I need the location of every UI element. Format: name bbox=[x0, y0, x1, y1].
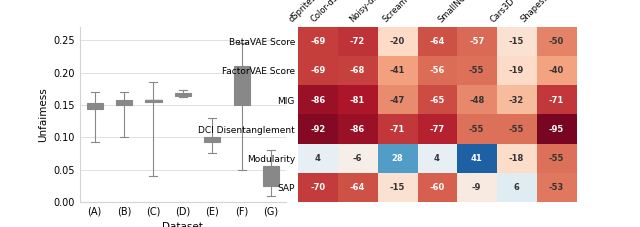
Text: -56: -56 bbox=[429, 67, 445, 75]
Text: 41: 41 bbox=[471, 154, 483, 163]
X-axis label: Dataset: Dataset bbox=[163, 222, 204, 227]
Text: -72: -72 bbox=[349, 37, 365, 46]
PathPatch shape bbox=[204, 137, 220, 142]
Text: -9: -9 bbox=[472, 183, 481, 192]
Text: -64: -64 bbox=[349, 183, 365, 192]
Text: -41: -41 bbox=[390, 67, 405, 75]
Text: -55: -55 bbox=[548, 154, 564, 163]
Text: -86: -86 bbox=[310, 96, 325, 105]
Text: -18: -18 bbox=[509, 154, 524, 163]
Text: -69: -69 bbox=[310, 67, 325, 75]
Text: 28: 28 bbox=[391, 154, 403, 163]
Text: -55: -55 bbox=[469, 125, 484, 134]
Text: -40: -40 bbox=[548, 67, 564, 75]
Text: -71: -71 bbox=[548, 96, 564, 105]
Text: -15: -15 bbox=[509, 37, 524, 46]
Text: 6: 6 bbox=[513, 183, 519, 192]
Text: -86: -86 bbox=[349, 125, 365, 134]
Text: -48: -48 bbox=[469, 96, 484, 105]
PathPatch shape bbox=[234, 66, 250, 105]
Text: -60: -60 bbox=[429, 183, 445, 192]
Text: -47: -47 bbox=[390, 96, 404, 105]
Text: -69: -69 bbox=[310, 37, 325, 46]
Text: -57: -57 bbox=[469, 37, 484, 46]
Text: -20: -20 bbox=[390, 37, 404, 46]
PathPatch shape bbox=[86, 103, 103, 109]
Text: -53: -53 bbox=[548, 183, 564, 192]
Text: -95: -95 bbox=[548, 125, 564, 134]
Text: -50: -50 bbox=[548, 37, 564, 46]
Text: -55: -55 bbox=[469, 67, 484, 75]
Text: -77: -77 bbox=[429, 125, 444, 134]
Text: -81: -81 bbox=[349, 96, 365, 105]
Text: -65: -65 bbox=[429, 96, 445, 105]
Text: -70: -70 bbox=[310, 183, 325, 192]
Text: -64: -64 bbox=[429, 37, 445, 46]
PathPatch shape bbox=[145, 100, 161, 102]
Text: -15: -15 bbox=[390, 183, 405, 192]
Text: 4: 4 bbox=[434, 154, 440, 163]
Text: -68: -68 bbox=[349, 67, 365, 75]
Text: -32: -32 bbox=[509, 96, 524, 105]
Text: -71: -71 bbox=[390, 125, 404, 134]
Text: -55: -55 bbox=[509, 125, 524, 134]
Y-axis label: Unfaimess: Unfaimess bbox=[38, 87, 48, 142]
PathPatch shape bbox=[116, 100, 132, 105]
PathPatch shape bbox=[175, 93, 191, 96]
Text: -19: -19 bbox=[509, 67, 524, 75]
Text: -92: -92 bbox=[310, 125, 325, 134]
Text: -6: -6 bbox=[353, 154, 362, 163]
PathPatch shape bbox=[263, 166, 279, 186]
Text: 4: 4 bbox=[315, 154, 321, 163]
